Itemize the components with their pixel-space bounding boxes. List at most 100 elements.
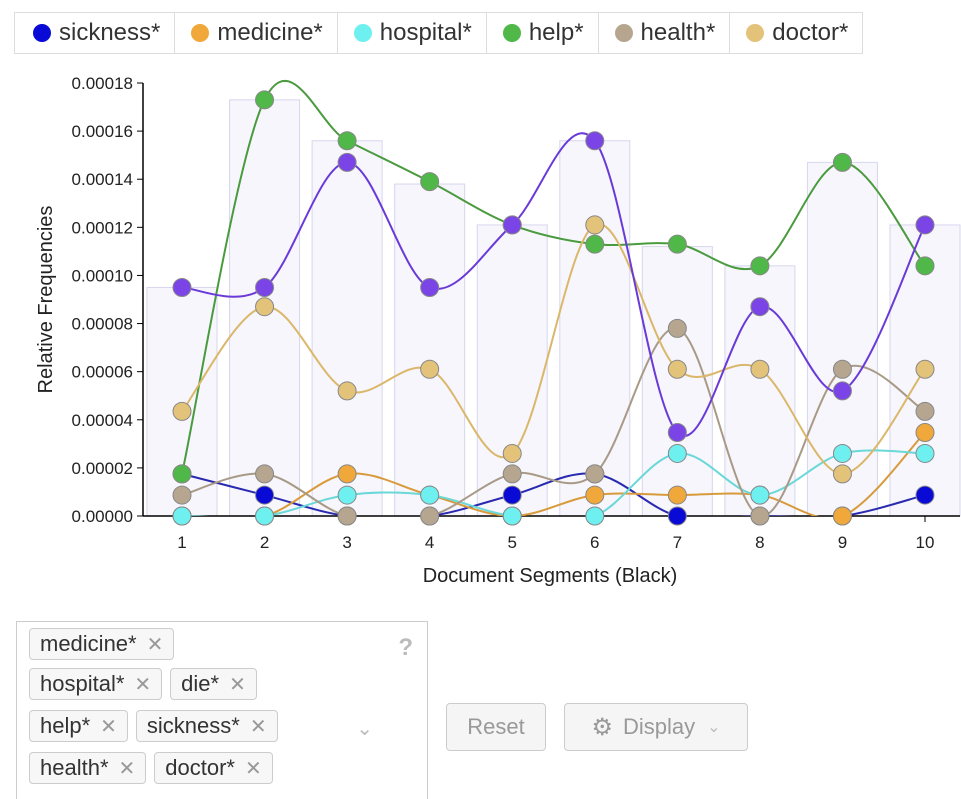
close-icon[interactable]: ✕ (146, 633, 164, 656)
legend-label: medicine* (217, 19, 323, 46)
y-tick-label: 0.00014 (72, 170, 133, 189)
data-point (420, 359, 440, 379)
data-point (337, 464, 357, 484)
y-tick-label: 0.00012 (72, 218, 133, 237)
data-point (585, 464, 605, 484)
data-point (337, 506, 357, 526)
data-point (915, 485, 935, 505)
x-tick-label: 8 (755, 533, 764, 552)
chevron-down-icon[interactable]: ⌄ (356, 718, 373, 740)
term-chip-label: medicine* (40, 631, 137, 656)
background-bar (311, 140, 383, 517)
reset-button[interactable]: Reset (446, 703, 546, 751)
term-chip-label: doctor* (165, 755, 235, 780)
data-point (172, 277, 192, 297)
data-point (255, 464, 275, 484)
x-axis-title: Document Segments (Black) (423, 565, 678, 587)
data-point (502, 443, 522, 463)
term-chip-label: sickness* (146, 713, 240, 738)
series-line (181, 132, 926, 437)
data-point (750, 297, 770, 317)
legend-item[interactable]: hospital* (338, 13, 487, 53)
x-tick-label: 2 (260, 533, 269, 552)
close-icon[interactable]: ✕ (229, 673, 246, 696)
term-row: health* ✕ doctor* ✕ (29, 752, 273, 784)
close-icon[interactable]: ✕ (118, 757, 136, 780)
terms-box[interactable]: ? ⌄ medicine* ✕ hospital* ✕ die* ✕ help* ✕ sickn… (16, 621, 428, 799)
y-tick-label: 0.00018 (72, 74, 133, 93)
data-point (255, 485, 275, 505)
background-bar (559, 140, 631, 517)
close-icon[interactable]: ✕ (134, 673, 152, 696)
close-icon[interactable]: ✕ (249, 715, 267, 738)
term-chip: die* ✕ (170, 668, 257, 700)
data-point (420, 172, 440, 192)
legend-swatch (614, 24, 633, 42)
reset-button-label: Reset (467, 714, 525, 739)
data-point (915, 359, 935, 379)
data-point (667, 423, 687, 443)
y-tick-label: 0.00006 (72, 363, 133, 382)
legend-label: sickness* (59, 19, 161, 46)
help-icon[interactable]: ? (398, 634, 413, 661)
close-icon[interactable]: ✕ (100, 715, 117, 738)
data-point (502, 485, 522, 505)
legend-item[interactable]: sickness* (14, 13, 176, 53)
data-point (915, 215, 935, 235)
legend-item[interactable]: help* (487, 13, 599, 53)
data-point (750, 256, 770, 276)
legend-item[interactable]: doctor* (730, 13, 864, 53)
term-chip-label: die* (181, 671, 220, 696)
data-point (420, 277, 440, 297)
term-row: help* ✕ sickness* ✕ (29, 710, 278, 742)
legend-swatch (353, 24, 372, 42)
data-point (585, 234, 605, 254)
data-point (915, 256, 935, 276)
data-point (750, 485, 770, 505)
term-chip-label: hospital* (40, 671, 125, 696)
data-point (585, 506, 605, 526)
data-point (832, 381, 852, 401)
data-point (832, 152, 852, 172)
data-point (667, 485, 687, 505)
y-tick-label: 0.00010 (72, 266, 133, 285)
y-axis-title: Relative Frequencies (35, 206, 57, 394)
background-bar (806, 161, 878, 517)
x-tick-label: 1 (177, 533, 186, 552)
term-row: hospital* ✕ die* ✕ (29, 668, 257, 700)
series-line (181, 223, 926, 475)
data-point (172, 485, 192, 505)
x-tick-label: 5 (507, 533, 516, 552)
x-tick-label: 9 (838, 533, 847, 552)
display-button[interactable]: ⚙ Display ⌄ (564, 703, 748, 751)
legend-swatch (33, 24, 51, 42)
data-point (832, 506, 852, 526)
data-point (255, 297, 275, 317)
data-point (172, 506, 192, 526)
data-point (172, 401, 192, 421)
data-point (750, 359, 770, 379)
legend-item[interactable]: medicine* (175, 13, 338, 53)
term-chip: health* ✕ (29, 752, 147, 784)
term-chip: sickness* ✕ (135, 710, 278, 742)
legend-item[interactable]: health* (599, 13, 731, 53)
term-chip: doctor* ✕ (154, 752, 273, 784)
y-tick-label: 0.00008 (72, 315, 133, 334)
data-point (255, 277, 275, 297)
x-tick-label: 6 (590, 533, 599, 552)
term-chip: help* ✕ (29, 710, 128, 742)
data-point (585, 131, 605, 151)
data-point (667, 443, 687, 463)
term-chip-label: health* (40, 755, 109, 780)
term-chip: medicine* ✕ (29, 628, 175, 660)
data-point (832, 359, 852, 379)
x-tick-label: 10 (916, 533, 935, 552)
legend-label: doctor* (772, 19, 849, 46)
legend-label: hospital* (379, 19, 472, 46)
close-icon[interactable]: ✕ (245, 757, 262, 780)
data-point (585, 215, 605, 235)
y-tick-label: 0.00002 (72, 459, 133, 478)
x-tick-label: 3 (342, 533, 351, 552)
data-point (667, 506, 687, 526)
data-point (667, 234, 687, 254)
